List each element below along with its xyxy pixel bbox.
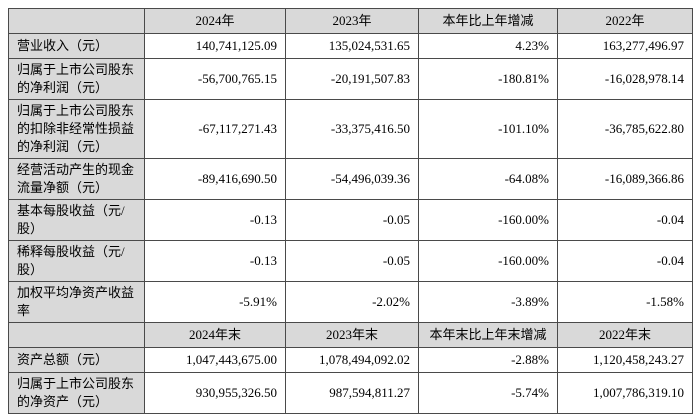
table-row-basic-eps: 基本每股收益（元/股） -0.13 -0.05 -160.00% -0.04 — [8, 199, 693, 241]
table-header-row-yearend: 2024年末 2023年末 本年末比上年末增减 2022年末 — [8, 322, 693, 348]
corner-cell — [8, 8, 145, 34]
value-cell: -0.13 — [144, 199, 286, 241]
table-header-row-annual: 2024年 2023年 本年比上年增减 2022年 — [8, 8, 693, 34]
value-cell: -5.74% — [418, 372, 558, 414]
table-row-net-profit: 归属于上市公司股东的净利润（元） -56,700,765.15 -20,191,… — [8, 58, 693, 100]
table-row-weighted-avg-roe: 加权平均净资产收益率 -5.91% -2.02% -3.89% -1.58% — [8, 281, 693, 323]
yearend-header-2023: 2023年末 — [285, 322, 419, 348]
value-cell: -56,700,765.15 — [144, 58, 286, 100]
value-cell: -2.88% — [418, 347, 558, 373]
year-header-2024: 2024年 — [144, 8, 286, 34]
value-cell: -36,785,622.80 — [557, 99, 693, 159]
value-cell: -64.08% — [418, 158, 558, 200]
yearend-change-header: 本年末比上年末增减 — [418, 322, 558, 348]
value-cell: -160.00% — [418, 199, 558, 241]
value-cell: 4.23% — [418, 33, 558, 59]
row-label: 加权平均净资产收益率 — [8, 281, 145, 323]
value-cell: -0.05 — [285, 199, 419, 241]
value-cell: 135,024,531.65 — [285, 33, 419, 59]
year-header-2023: 2023年 — [285, 8, 419, 34]
year-header-2022: 2022年 — [557, 8, 693, 34]
value-cell: -5.91% — [144, 281, 286, 323]
corner-cell — [8, 322, 145, 348]
value-cell: -54,496,039.36 — [285, 158, 419, 200]
value-cell: 1,120,458,243.27 — [557, 347, 693, 373]
value-cell: 1,047,443,675.00 — [144, 347, 286, 373]
value-cell: 987,594,811.27 — [285, 372, 419, 414]
financial-summary-table: 2024年 2023年 本年比上年增减 2022年 营业收入（元） 140,74… — [8, 8, 693, 414]
value-cell: -20,191,507.83 — [285, 58, 419, 100]
value-cell: -180.81% — [418, 58, 558, 100]
value-cell: -101.10% — [418, 99, 558, 159]
row-label: 归属于上市公司股东的净资产（元） — [8, 372, 145, 414]
yearend-header-2024: 2024年末 — [144, 322, 286, 348]
row-label: 归属于上市公司股东的扣除非经常性损益的净利润（元） — [8, 99, 145, 159]
table-row-revenue: 营业收入（元） 140,741,125.09 135,024,531.65 4.… — [8, 33, 693, 59]
value-cell: -3.89% — [418, 281, 558, 323]
value-cell: -89,416,690.50 — [144, 158, 286, 200]
table-row-operating-cash-flow: 经营活动产生的现金流量净额（元） -89,416,690.50 -54,496,… — [8, 158, 693, 200]
value-cell: -67,117,271.43 — [144, 99, 286, 159]
value-cell: -2.02% — [285, 281, 419, 323]
value-cell: -160.00% — [418, 240, 558, 282]
row-label: 经营活动产生的现金流量净额（元） — [8, 158, 145, 200]
value-cell: -16,028,978.14 — [557, 58, 693, 100]
table-row-net-assets: 归属于上市公司股东的净资产（元） 930,955,326.50 987,594,… — [8, 372, 693, 414]
value-cell: -0.13 — [144, 240, 286, 282]
value-cell: -16,089,366.86 — [557, 158, 693, 200]
row-label: 资产总额（元） — [8, 347, 145, 373]
table-row-total-assets: 资产总额（元） 1,047,443,675.00 1,078,494,092.0… — [8, 347, 693, 373]
value-cell: -0.04 — [557, 199, 693, 241]
value-cell: 1,078,494,092.02 — [285, 347, 419, 373]
row-label: 营业收入（元） — [8, 33, 145, 59]
value-cell: 140,741,125.09 — [144, 33, 286, 59]
value-cell: 1,007,786,319.10 — [557, 372, 693, 414]
table-row-diluted-eps: 稀释每股收益（元/股） -0.13 -0.05 -160.00% -0.04 — [8, 240, 693, 282]
yoy-change-header: 本年比上年增减 — [418, 8, 558, 34]
value-cell: -0.04 — [557, 240, 693, 282]
value-cell: -0.05 — [285, 240, 419, 282]
value-cell: 163,277,496.97 — [557, 33, 693, 59]
table-row-net-profit-excl-nonrecurring: 归属于上市公司股东的扣除非经常性损益的净利润（元） -67,117,271.43… — [8, 99, 693, 159]
row-label: 稀释每股收益（元/股） — [8, 240, 145, 282]
value-cell: -33,375,416.50 — [285, 99, 419, 159]
row-label: 归属于上市公司股东的净利润（元） — [8, 58, 145, 100]
row-label: 基本每股收益（元/股） — [8, 199, 145, 241]
yearend-header-2022: 2022年末 — [557, 322, 693, 348]
value-cell: -1.58% — [557, 281, 693, 323]
value-cell: 930,955,326.50 — [144, 372, 286, 414]
